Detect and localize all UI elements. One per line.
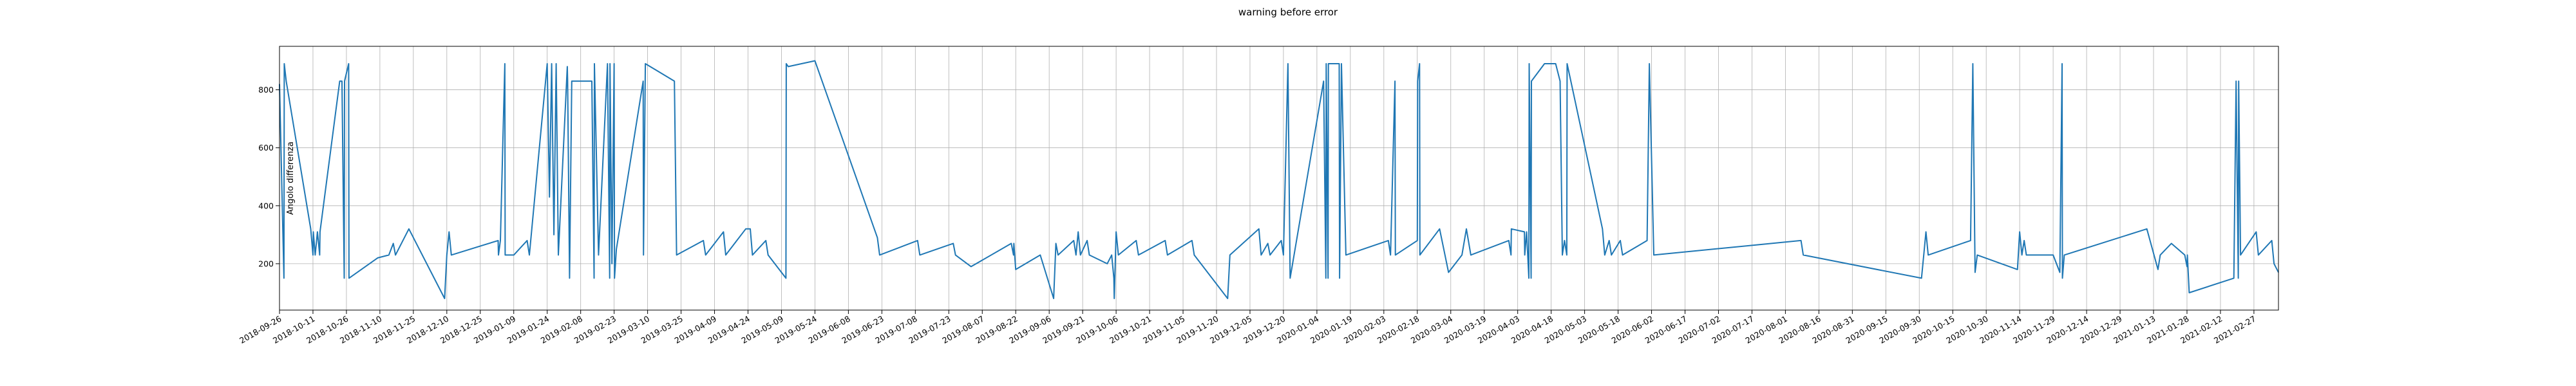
gridlines xyxy=(279,46,2278,310)
y-tick-label: 800 xyxy=(258,85,274,95)
series-line-0 xyxy=(279,60,2279,299)
chart-title: warning before error xyxy=(1238,6,1338,18)
x-axis: 2018-09-262018-10-112018-10-262018-11-10… xyxy=(238,310,2257,345)
series-layer xyxy=(279,60,2279,299)
y-tick-label: 200 xyxy=(258,259,274,268)
y-tick-label: 400 xyxy=(258,201,274,210)
y-axis-label: Angolo differenza xyxy=(286,142,296,215)
plot-frame xyxy=(279,46,2279,311)
y-axis: 200 400 600 800 xyxy=(258,85,279,268)
y-tick-label: 600 xyxy=(258,143,274,152)
